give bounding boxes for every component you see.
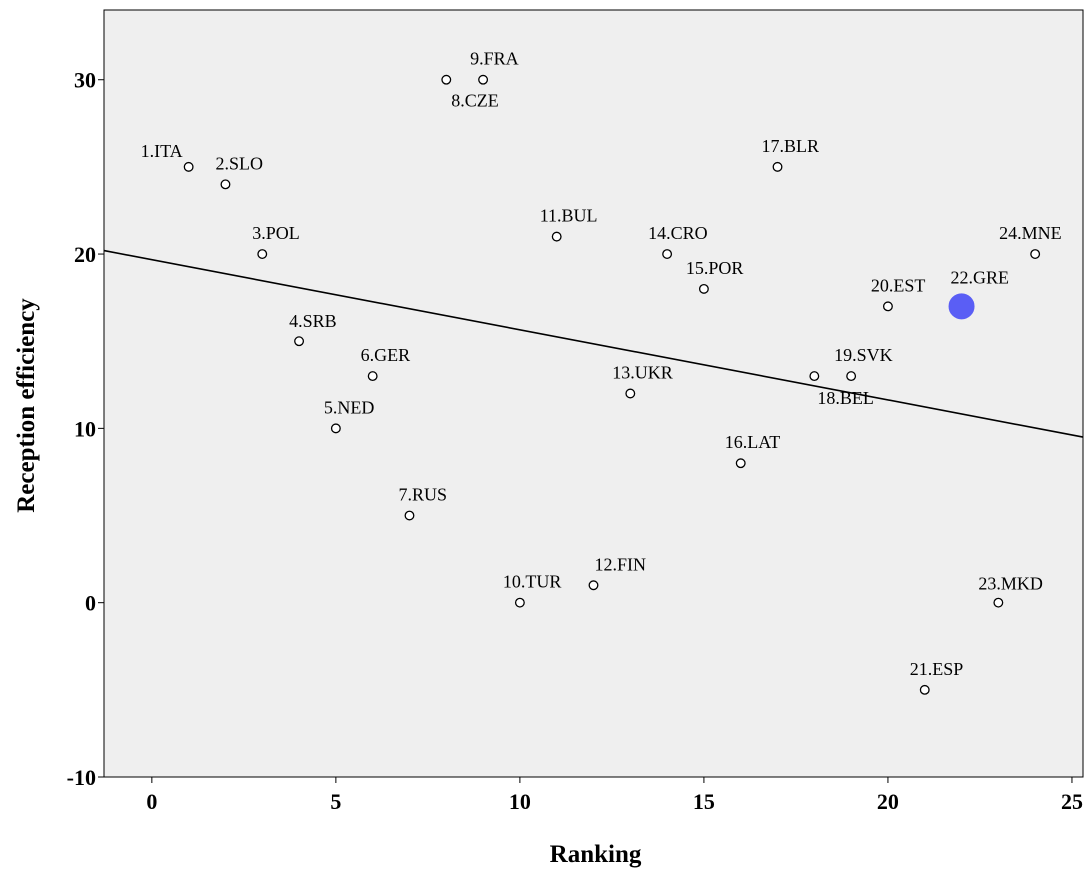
x-tick-label: 20 [877, 789, 899, 814]
data-point [772, 161, 783, 172]
y-axis-title: Reception efficiency [13, 298, 40, 513]
data-point [441, 74, 452, 85]
point-label: 6.GER [361, 345, 411, 365]
point-label: 18.BEL [817, 388, 874, 408]
point-label: 3.POL [252, 223, 300, 243]
data-point [257, 249, 268, 259]
y-tick-label: 10 [74, 416, 96, 441]
plot-area [103, 9, 1084, 778]
point-label: 7.RUS [398, 485, 447, 505]
point-label: 22.GRE [951, 267, 1010, 287]
x-tick-label: 15 [693, 789, 715, 814]
point-label: 9.FRA [470, 49, 519, 69]
data-point [220, 179, 231, 190]
point-label: 16.LAT [725, 432, 781, 452]
point-label: 8.CZE [451, 91, 499, 111]
y-tick-label: 0 [85, 591, 96, 616]
y-tick-label: 30 [74, 68, 96, 93]
data-point [993, 597, 1004, 608]
x-axis-title: Ranking [550, 841, 642, 868]
fit-line-layer [103, 249, 1084, 438]
point-label: 10.TUR [503, 572, 562, 592]
point-label: 17.BLR [762, 136, 820, 156]
data-point [735, 458, 746, 469]
point-label: 21.ESP [910, 659, 964, 679]
x-tick-label: 5 [330, 789, 341, 814]
data-point [698, 283, 709, 294]
data-point [662, 249, 673, 259]
points-layer [183, 74, 1041, 695]
point-label: 19.SVK [834, 345, 893, 365]
point-label: 15.POR [686, 258, 744, 278]
point-label: 11.BUL [540, 206, 598, 226]
data-point [1030, 249, 1041, 259]
point-label: 4.SRB [289, 311, 337, 331]
x-tick-label: 0 [146, 789, 157, 814]
data-point [330, 423, 341, 434]
highlight-point [948, 293, 975, 320]
data-point [404, 510, 415, 521]
data-point [625, 388, 636, 399]
point-label: 12.FIN [595, 554, 647, 574]
data-point [588, 580, 599, 591]
y-tick-label: 20 [74, 242, 96, 267]
point-label: 23.MKD [978, 574, 1043, 594]
data-point [478, 74, 489, 85]
data-point [809, 371, 820, 382]
data-point [514, 597, 525, 608]
x-tick-label: 10 [509, 789, 531, 814]
data-point [551, 231, 562, 242]
data-point [919, 684, 930, 695]
point-label: 13.UKR [612, 363, 673, 383]
point-label: 5.NED [324, 397, 375, 417]
point-label: 24.MNE [999, 223, 1062, 243]
x-tick-label: 25 [1061, 789, 1083, 814]
data-point [294, 336, 305, 347]
point-label: 2.SLO [215, 153, 263, 173]
point-label: 1.ITA [141, 141, 183, 161]
axes-layer: 0 5 10 15 20 25 -10 0 10 20 30 [67, 68, 1083, 814]
data-point [183, 161, 194, 172]
data-point [367, 371, 378, 382]
point-label: 14.CRO [648, 223, 708, 243]
y-tick-label: -10 [67, 765, 96, 790]
data-point [882, 301, 893, 312]
point-labels-layer: 1.ITA 2.SLO 3.POL 4.SRB 5.NED 6.GER 7.RUS 8.CZE… [141, 49, 1062, 679]
point-label: 20.EST [871, 275, 926, 295]
fit-line [103, 249, 1084, 438]
data-point [846, 371, 857, 382]
